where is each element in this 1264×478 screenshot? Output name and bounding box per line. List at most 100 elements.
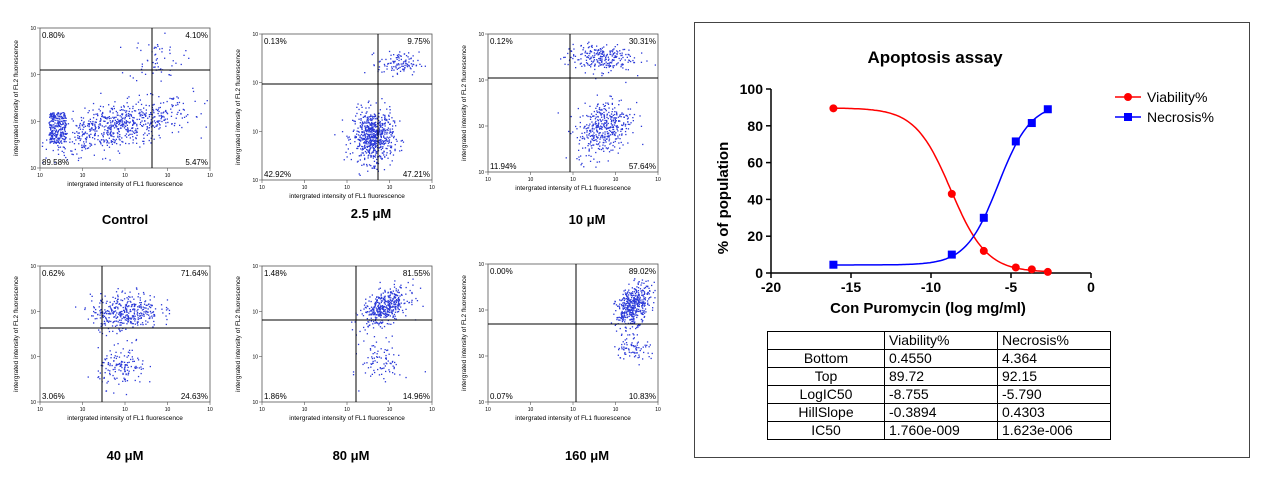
event-dot	[109, 307, 112, 309]
event-dot	[121, 310, 123, 313]
event-dot	[605, 66, 608, 69]
event-dot	[86, 132, 88, 135]
event-dot	[53, 124, 55, 126]
event-dot	[90, 143, 92, 145]
event-dot	[632, 320, 634, 322]
event-dot	[356, 133, 358, 135]
table-header-cell: Viability%	[884, 331, 998, 350]
event-dot	[586, 131, 588, 133]
event-dot	[88, 123, 90, 125]
event-dot	[626, 118, 629, 120]
event-dot	[385, 306, 387, 309]
event-dot	[612, 65, 614, 67]
plot-frame	[39, 27, 211, 169]
event-dot	[618, 142, 620, 144]
event-dot	[369, 310, 372, 312]
event-dot	[367, 101, 369, 104]
event-dot	[608, 140, 610, 142]
event-dot	[103, 362, 105, 364]
event-dot	[376, 322, 378, 324]
event-dot	[597, 124, 599, 127]
event-dot	[131, 130, 133, 132]
event-dot	[362, 148, 364, 150]
event-dot	[134, 110, 137, 112]
event-dot	[645, 311, 647, 313]
event-dot	[140, 368, 142, 370]
event-dot	[102, 361, 104, 364]
event-dot	[612, 119, 614, 121]
event-dot	[121, 313, 123, 315]
event-dot	[632, 333, 634, 335]
event-dot	[374, 124, 377, 127]
event-dot	[116, 132, 119, 134]
event-dot	[625, 304, 627, 307]
event-dot	[131, 296, 133, 298]
event-dot	[106, 141, 109, 143]
event-dot	[621, 316, 624, 318]
event-dot	[404, 60, 406, 62]
event-dot	[49, 123, 51, 126]
event-dot	[84, 125, 87, 127]
event-dot	[384, 156, 386, 158]
event-dot	[613, 130, 616, 133]
event-dot	[131, 304, 133, 306]
event-dot	[572, 57, 574, 60]
event-dot	[127, 131, 129, 133]
event-dot	[637, 305, 639, 307]
event-dot	[590, 116, 592, 118]
event-dot	[127, 128, 129, 130]
event-dot	[393, 286, 396, 288]
event-dot	[365, 311, 367, 313]
event-dot	[593, 52, 595, 54]
event-dot	[378, 112, 380, 114]
event-dot	[123, 124, 125, 126]
event-dot	[375, 314, 377, 316]
event-dot	[589, 105, 591, 107]
event-dot	[387, 63, 389, 65]
event-dot	[132, 123, 134, 126]
event-dot	[97, 376, 99, 379]
event-dot	[160, 80, 162, 82]
event-dot	[69, 138, 71, 140]
event-dot	[628, 303, 630, 305]
event-dot	[50, 135, 53, 137]
event-dot	[375, 152, 377, 154]
flow-panel-2-5um: 0.13% 9.75% 42.92% 47.21% intergrated intens…	[226, 0, 456, 240]
event-dot	[369, 349, 372, 351]
event-dot	[395, 300, 397, 302]
event-dot	[152, 326, 154, 328]
event-dot	[621, 303, 623, 306]
event-dot	[388, 341, 390, 343]
event-dot	[374, 134, 377, 136]
event-dot	[372, 320, 375, 323]
event-dot	[79, 126, 81, 128]
event-dot	[132, 309, 134, 311]
event-dot	[104, 157, 107, 160]
event-dot	[382, 292, 384, 294]
event-dot	[385, 314, 387, 316]
event-dot	[381, 126, 384, 129]
event-dot	[373, 136, 375, 139]
event-dot	[125, 328, 127, 330]
event-dot	[149, 365, 151, 368]
event-dot	[602, 50, 604, 53]
event-dot	[622, 348, 625, 350]
event-dot	[610, 322, 613, 324]
event-dot	[135, 338, 138, 341]
event-dot	[129, 137, 131, 139]
event-dot	[391, 309, 393, 311]
event-dot	[376, 361, 378, 363]
event-dot	[121, 366, 123, 369]
event-dot	[390, 323, 392, 325]
event-dot	[365, 133, 368, 135]
event-dot	[143, 303, 146, 305]
event-dot	[594, 49, 596, 51]
event-dot	[53, 127, 55, 129]
event-dot	[637, 310, 640, 313]
event-dot	[637, 292, 640, 294]
event-dot	[614, 111, 616, 113]
event-dot	[48, 122, 50, 124]
event-dot	[108, 116, 110, 118]
event-dot	[600, 59, 602, 62]
event-dot	[644, 298, 646, 300]
